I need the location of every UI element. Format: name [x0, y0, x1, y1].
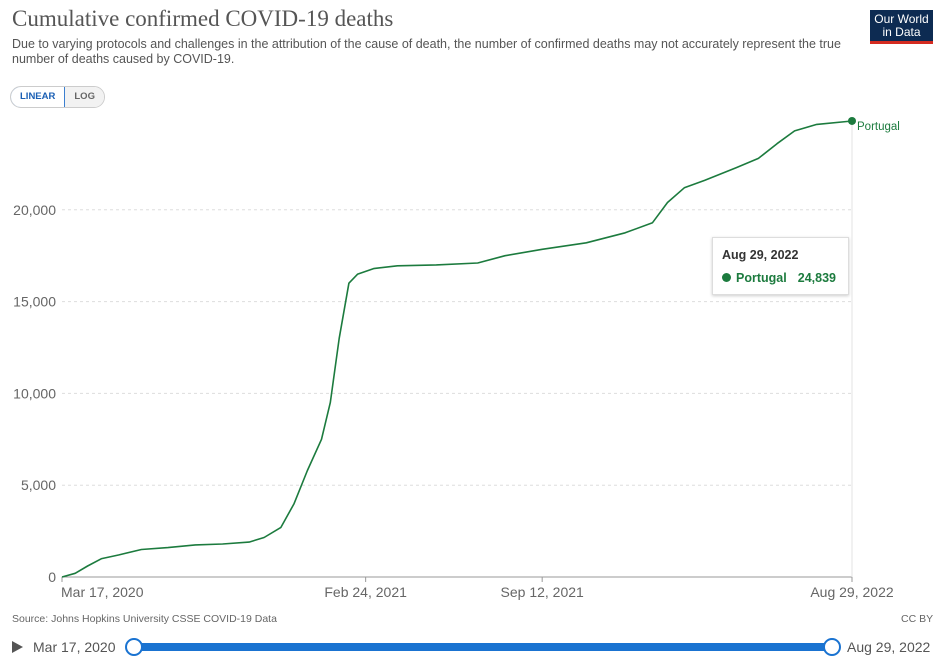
timeline-start-handle[interactable]	[125, 638, 143, 656]
linear-scale-button[interactable]: LINEAR	[10, 87, 66, 107]
y-tick-label: 0	[48, 569, 56, 585]
tooltip: Aug 29, 2022 Portugal 24,839	[712, 237, 849, 295]
scale-toggle: LINEAR LOG	[10, 86, 105, 108]
timeline: Mar 17, 2020 Aug 29, 2022	[0, 633, 943, 660]
tooltip-row: Portugal 24,839	[722, 271, 842, 285]
logo-line-1: Our World	[874, 12, 929, 26]
y-tick-label: 10,000	[13, 385, 56, 401]
logo-line-2: in Data	[882, 25, 921, 39]
x-tick-label: Aug 29, 2022	[810, 584, 894, 600]
x-tick-label: Mar 17, 2020	[61, 584, 144, 600]
tooltip-value: 24,839	[797, 271, 836, 285]
play-icon[interactable]	[12, 641, 23, 653]
series-end-point	[848, 116, 856, 125]
y-axis: 0 5,000 10,000 15,000 20,000	[13, 202, 56, 585]
series-label-portugal: Portugal	[857, 121, 900, 133]
source-note[interactable]: Source: Johns Hopkins University CSSE CO…	[12, 613, 277, 625]
license-label[interactable]: CC BY	[901, 613, 934, 625]
series-layer: Portugal	[61, 116, 900, 578]
series-line-portugal	[61, 120, 853, 578]
timeline-end-handle[interactable]	[823, 638, 841, 656]
timeline-track[interactable]	[133, 643, 831, 651]
y-tick-label: 5,000	[21, 477, 56, 493]
tooltip-series-name: Portugal	[736, 271, 787, 285]
log-scale-button[interactable]: LOG	[65, 87, 104, 107]
x-tick-label: Sep 12, 2021	[501, 584, 585, 600]
y-tick-label: 20,000	[13, 202, 56, 218]
timeline-end-label: Aug 29, 2022	[847, 639, 931, 655]
timeline-start-label: Mar 17, 2020	[33, 639, 116, 655]
tooltip-series-dot	[722, 273, 731, 282]
x-axis: Mar 17, 2020 Feb 24, 2021 Sep 12, 2021 Aug …	[61, 576, 894, 600]
owid-logo[interactable]: Our World in Data	[870, 10, 933, 44]
line-chart[interactable]: 0 5,000 10,000 15,000 20,000 Mar 17, 2020 Feb…	[0, 0, 943, 610]
x-tick-label: Feb 24, 2021	[324, 584, 407, 600]
y-tick-label: 15,000	[13, 294, 56, 310]
chart-subtitle: Due to varying protocols and challenges …	[12, 37, 841, 66]
chart-title: Cumulative confirmed COVID-19 deaths	[12, 6, 394, 31]
tooltip-date: Aug 29, 2022	[722, 248, 799, 262]
